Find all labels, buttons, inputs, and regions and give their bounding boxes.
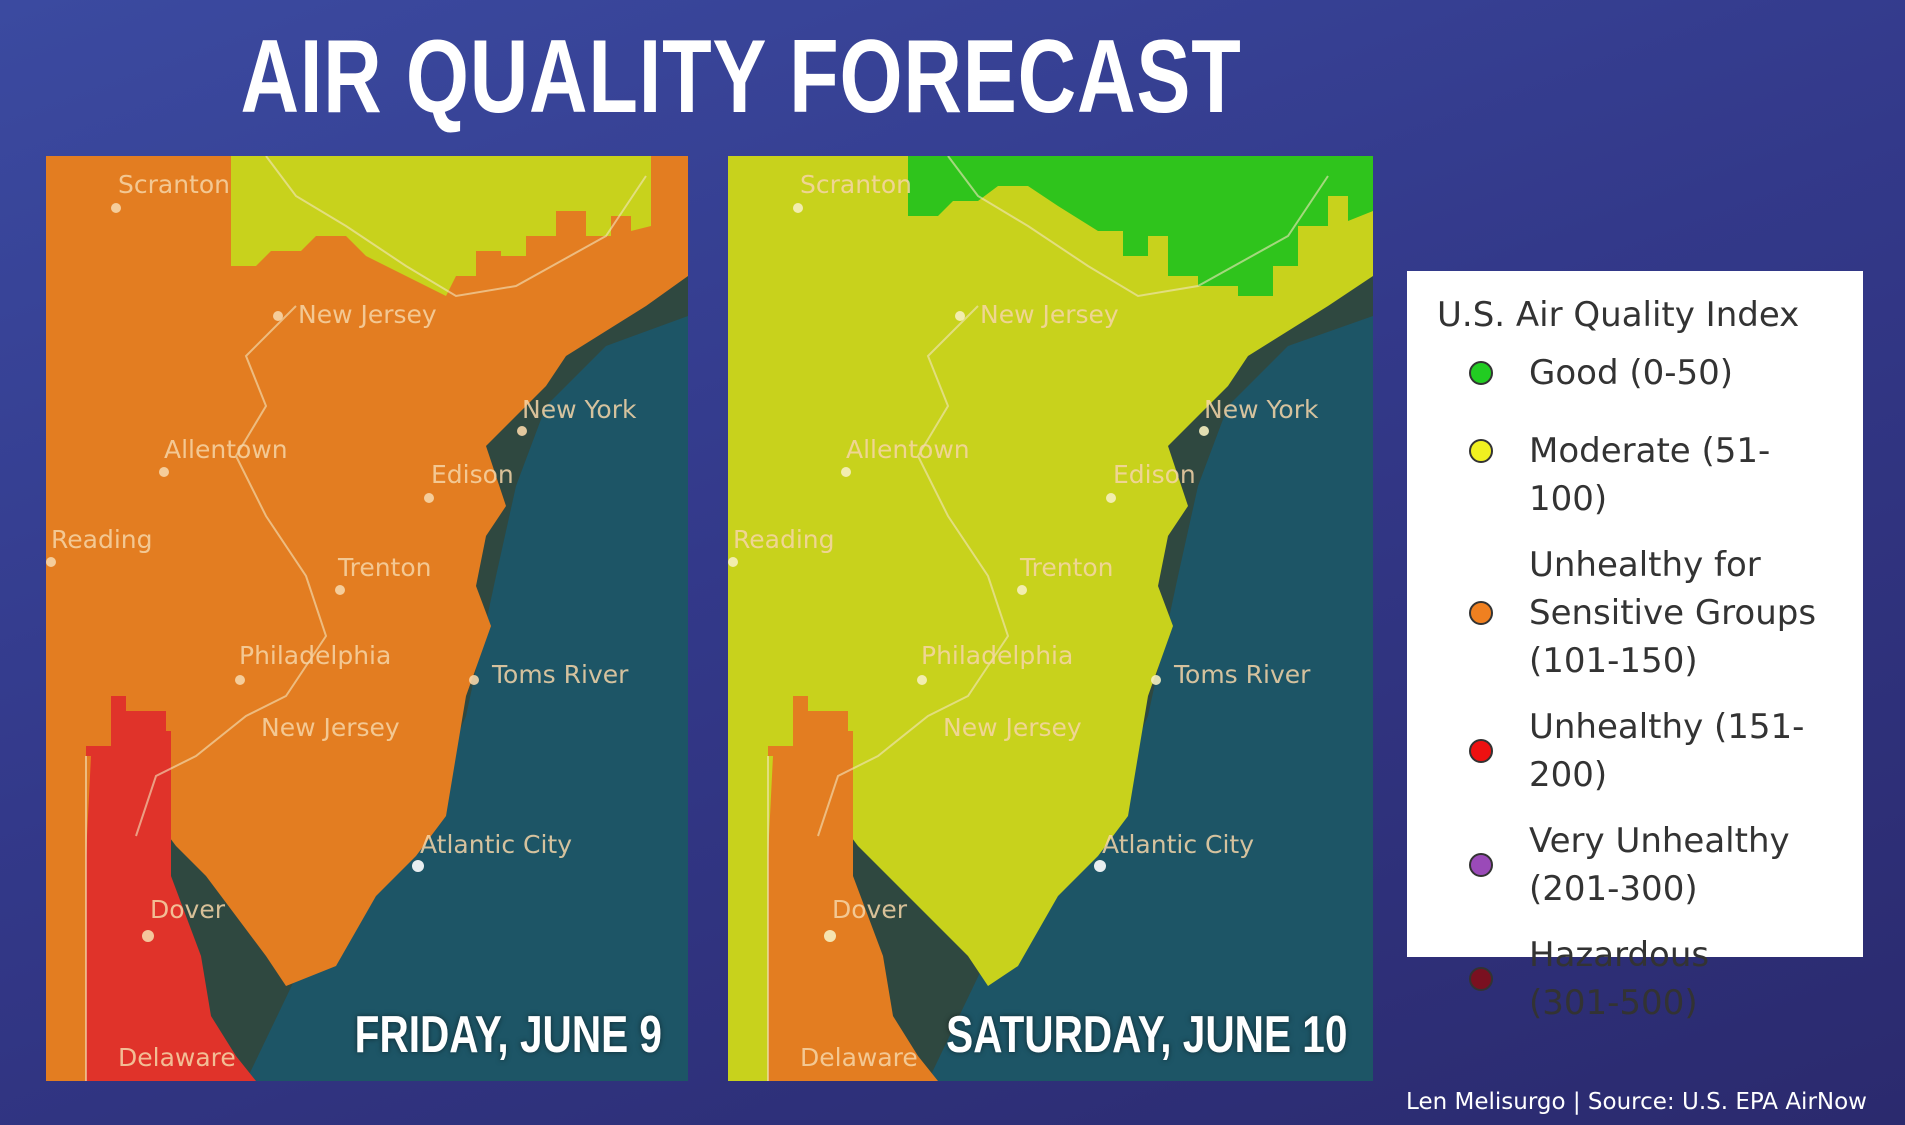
label-atlantic-city: Atlantic City	[1102, 830, 1254, 859]
legend-item-hazardous: Hazardous (301-500)	[1437, 931, 1809, 1027]
forecast-map-friday: Scranton New Jersey New York Allentown E…	[46, 156, 688, 1081]
aqi-usg-zone	[768, 696, 938, 1081]
label-allentown: Allentown	[164, 435, 288, 464]
label-new-jersey-south: New Jersey	[261, 713, 400, 742]
legend-item-unhealthy: Unhealthy (151-200)	[1437, 703, 1809, 799]
state-border	[947, 156, 1329, 298]
label-new-jersey: New Jersey	[980, 300, 1119, 329]
legend-label: Moderate (51-100)	[1529, 431, 1771, 519]
label-philadelphia: Philadelphia	[921, 641, 1073, 670]
aqi-moderate-zone	[728, 156, 1373, 1081]
legend-item-moderate: Moderate (51-100)	[1437, 427, 1833, 523]
moderate-dot-icon	[1469, 439, 1493, 463]
aqi-moderate-zone	[231, 156, 651, 296]
label-trenton: Trenton	[1019, 553, 1114, 582]
label-new-york: New York	[522, 395, 637, 424]
label-new-jersey-south: New Jersey	[943, 713, 1082, 742]
aqi-unhealthy-zone	[86, 696, 256, 1081]
legend-label: Unhealthy for Sensitive Groups (101-150)	[1529, 545, 1817, 681]
map-day-label: FRIDAY, JUNE 9	[354, 1006, 662, 1064]
legend-item-good: Good (0-50)	[1437, 349, 1833, 397]
legend-label: Good (0-50)	[1529, 353, 1734, 393]
map-saturday-canvas: Scranton New Jersey New York Allentown E…	[728, 156, 1373, 1081]
label-reading: Reading	[51, 525, 152, 554]
label-atlantic-city: Atlantic City	[420, 830, 572, 859]
label-edison: Edison	[1113, 460, 1196, 489]
label-new-york: New York	[1204, 395, 1319, 424]
legend-label: Very Unhealthy (201-300)	[1529, 821, 1790, 909]
legend-label: Unhealthy (151-200)	[1529, 707, 1805, 795]
aqi-legend: U.S. Air Quality Index Good (0-50) Moder…	[1407, 271, 1863, 1023]
source-credit: Len Melisurgo | Source: U.S. EPA AirNow	[1406, 1089, 1867, 1115]
label-scranton: Scranton	[118, 170, 230, 199]
legend-label: Hazardous (301-500)	[1529, 935, 1710, 1023]
good-dot-icon	[1469, 361, 1493, 385]
label-delaware: Delaware	[118, 1043, 236, 1072]
city-markers	[46, 203, 527, 942]
unhealthy-dot-icon	[1469, 739, 1493, 763]
map-day-label: SATURDAY, JUNE 10	[945, 1006, 1347, 1064]
label-toms-river: Toms River	[1173, 660, 1311, 689]
legend-item-usg: Unhealthy for Sensitive Groups (101-150)	[1437, 541, 1829, 685]
label-scranton: Scranton	[800, 170, 912, 199]
state-border	[817, 305, 1010, 837]
label-toms-river: Toms River	[491, 660, 629, 689]
label-edison: Edison	[431, 460, 514, 489]
legend-item-very-unhealthy: Very Unhealthy (201-300)	[1437, 817, 1809, 913]
label-reading: Reading	[733, 525, 834, 554]
label-new-jersey: New Jersey	[298, 300, 437, 329]
label-philadelphia: Philadelphia	[239, 641, 391, 670]
label-dover: Dover	[150, 895, 226, 924]
label-dover: Dover	[832, 895, 908, 924]
state-border	[135, 305, 328, 837]
usg-dot-icon	[1469, 601, 1493, 625]
forecast-map-saturday: Scranton New Jersey New York Allentown E…	[728, 156, 1373, 1081]
aqi-usg-zone	[46, 156, 688, 1081]
hazardous-dot-icon	[1469, 967, 1493, 991]
label-delaware: Delaware	[800, 1043, 918, 1072]
legend-title: U.S. Air Quality Index	[1437, 295, 1800, 335]
state-border	[265, 156, 647, 298]
map-friday-canvas: Scranton New Jersey New York Allentown E…	[46, 156, 688, 1081]
label-trenton: Trenton	[337, 553, 432, 582]
aqi-good-zone	[908, 156, 1373, 296]
very-unhealthy-dot-icon	[1469, 853, 1493, 877]
city-markers	[728, 203, 1209, 942]
page-title: AIR QUALITY FORECAST	[240, 19, 1242, 135]
label-allentown: Allentown	[846, 435, 970, 464]
